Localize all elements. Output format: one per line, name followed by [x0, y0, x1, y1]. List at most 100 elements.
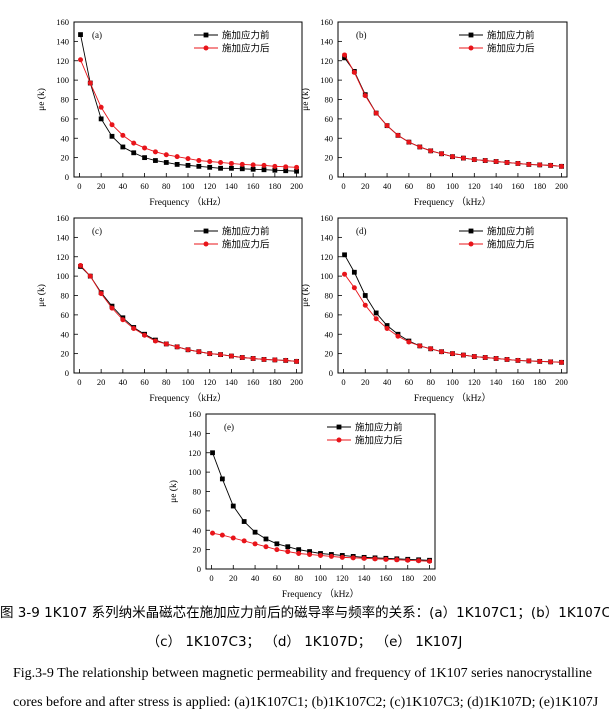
y-tick-label: 140	[188, 428, 201, 438]
x-tick-label: 60	[140, 181, 149, 191]
data-point-square	[294, 168, 299, 174]
data-point-circle	[342, 52, 348, 58]
data-point-circle	[210, 530, 216, 536]
y-tick-label: 140	[320, 36, 333, 46]
series-line	[80, 266, 297, 362]
y-tick-label: 160	[188, 409, 201, 419]
data-point-circle	[395, 132, 401, 138]
data-point-circle	[207, 159, 213, 164]
y-tick-label: 60	[325, 310, 334, 320]
y-tick-label: 120	[56, 56, 69, 66]
data-point-circle	[120, 132, 126, 138]
x-tick-label: 0	[209, 573, 213, 583]
data-point-circle	[78, 57, 84, 63]
x-tick-label: 160	[247, 181, 260, 191]
chart-panel: 0 20 40 60 80 100 120 140 160 180 200 0 20 40 60 80 100 1…	[36, 17, 303, 208]
y-axis-title: μe (k)	[168, 480, 179, 503]
data-point-circle	[351, 285, 357, 291]
data-point-circle	[339, 554, 345, 560]
y-tick-label: 0	[65, 368, 69, 378]
series-line	[80, 34, 297, 172]
x-tick-label: 0	[341, 377, 345, 387]
data-point-circle	[405, 557, 411, 563]
data-point-circle	[416, 558, 422, 564]
data-point-circle	[372, 556, 378, 562]
data-point-circle	[241, 538, 247, 544]
data-point-square	[219, 476, 225, 482]
x-tick-label: 180	[533, 377, 546, 387]
x-tick-label: 100	[182, 377, 195, 387]
data-point-circle	[504, 159, 510, 165]
x-axis-title: Frequency （kHz）	[149, 392, 226, 404]
y-tick-label: 0	[197, 564, 201, 574]
x-tick-label: 120	[336, 573, 349, 583]
data-point-square	[283, 168, 289, 174]
x-tick-label: 200	[290, 181, 303, 191]
caption-chinese-line-1: 图 3-9 1K107 系列纳米晶磁芯在施加应力前后的磁导率与频率的关系：(a）…	[0, 605, 609, 621]
x-tick-label: 20	[229, 573, 238, 583]
y-tick-label: 60	[61, 310, 70, 320]
data-point-circle	[493, 355, 499, 361]
data-point-square	[384, 323, 390, 328]
data-point-circle	[350, 555, 356, 561]
panel-label: (d)	[356, 226, 367, 236]
x-tick-label: 180	[268, 181, 281, 191]
x-tick-label: 40	[251, 573, 260, 583]
data-point-square	[373, 310, 379, 316]
x-tick-label: 120	[468, 181, 481, 191]
data-point-circle	[250, 162, 256, 168]
x-tick-label: 60	[140, 377, 149, 387]
x-tick-label: 0	[77, 377, 81, 387]
x-tick-label: 120	[203, 181, 216, 191]
data-point-circle	[109, 305, 115, 311]
data-point-circle	[142, 145, 148, 151]
legend-label: 施加应力后	[487, 239, 535, 251]
y-tick-label: 160	[56, 17, 69, 27]
data-point-circle	[460, 352, 466, 358]
x-tick-label: 80	[294, 573, 303, 583]
data-point-circle	[526, 358, 532, 364]
data-point-square	[274, 541, 280, 547]
data-point-circle	[526, 161, 532, 167]
data-point-circle	[406, 139, 412, 145]
data-point-circle	[482, 355, 488, 360]
data-point-circle	[230, 535, 236, 541]
data-point-circle	[515, 160, 521, 166]
legend-marker	[468, 228, 474, 234]
y-axis-title: μe (k)	[36, 284, 47, 307]
x-tick-label: 100	[182, 181, 195, 191]
y-tick-label: 100	[320, 75, 333, 85]
series-line	[212, 452, 430, 561]
data-point-circle	[394, 557, 400, 563]
x-tick-label: 200	[423, 573, 436, 583]
data-point-circle	[285, 549, 291, 555]
data-point-circle	[87, 80, 93, 86]
data-point-square	[239, 166, 245, 172]
figure-panels: 0 20 40 60 80 100 120 140 160 180 2000204060801001…	[36, 17, 568, 600]
legend-label: 施加应力后	[222, 239, 270, 251]
legend-label: 施加应力前	[487, 226, 535, 238]
data-point-circle	[283, 357, 289, 363]
data-point-circle	[152, 338, 158, 344]
y-tick-label: 40	[61, 329, 70, 339]
data-point-circle	[252, 541, 258, 547]
y-tick-label: 120	[56, 252, 69, 262]
series-line	[344, 254, 562, 363]
legend-label: 施加应力后	[222, 43, 270, 55]
x-tick-label: 20	[361, 181, 370, 191]
data-point-square	[98, 116, 104, 122]
data-point-circle	[351, 69, 357, 75]
y-tick-label: 0	[65, 172, 69, 182]
series-line	[80, 59, 297, 168]
chart-panel: 0 20 40 60 80 100 120 140 160 180 200 0 20 40 60 80 100 1…	[36, 213, 303, 404]
y-axis-title: μe (k)	[300, 88, 311, 111]
data-point-circle	[450, 351, 455, 357]
x-tick-label: 140	[358, 573, 371, 583]
data-point-circle	[109, 122, 115, 128]
data-point-circle	[78, 262, 84, 268]
x-axis-title: Frequency （kHz）	[282, 588, 359, 600]
x-tick-label: 40	[383, 377, 392, 387]
y-tick-label: 20	[61, 349, 70, 359]
data-point-square	[261, 167, 267, 173]
data-point-circle	[250, 355, 256, 361]
